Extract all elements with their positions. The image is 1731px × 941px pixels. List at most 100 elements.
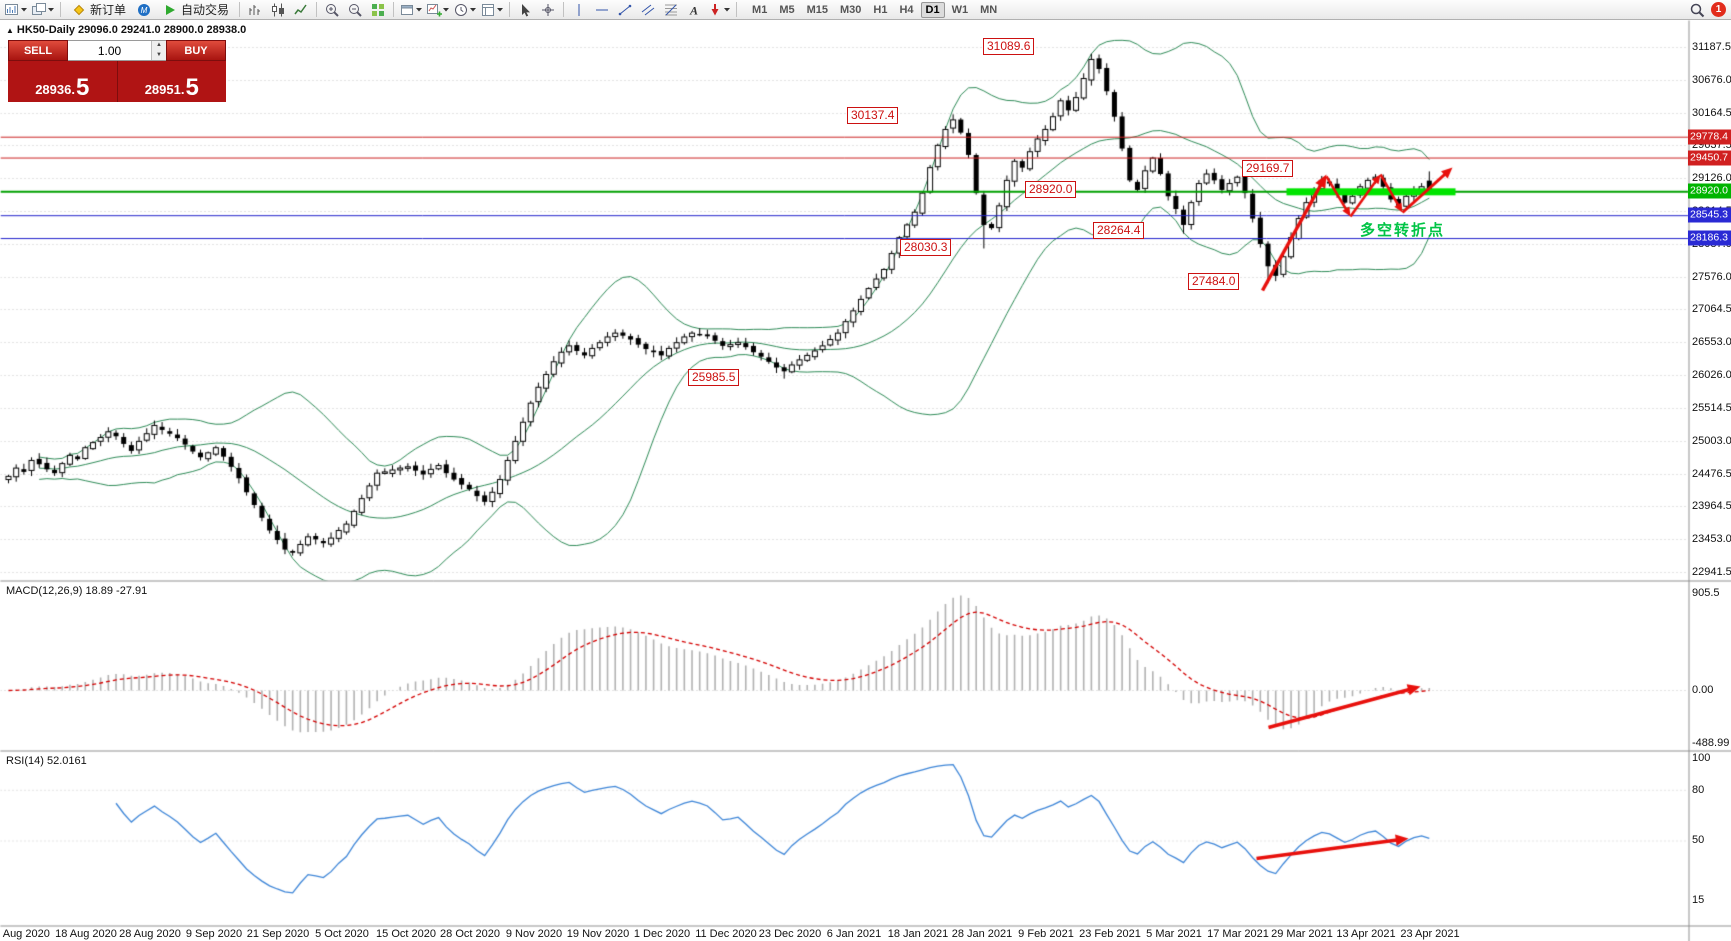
- macd-indicator-label: MACD(12,26,9) 18.89 -27.91: [6, 585, 148, 597]
- chevron-down-icon: [47, 2, 55, 18]
- chevron-down-icon: [415, 2, 423, 18]
- timeframe-button-m1[interactable]: M1: [752, 3, 768, 16]
- arrow-tool-button[interactable]: [706, 0, 732, 20]
- indicators-icon: [426, 2, 443, 18]
- price-annotation-label[interactable]: 28030.3: [900, 239, 952, 256]
- notification-badge[interactable]: 1: [1711, 2, 1726, 17]
- trendline-icon: [617, 2, 633, 18]
- line-chart-type-button[interactable]: [290, 0, 312, 20]
- sell-button[interactable]: SELL: [8, 40, 68, 61]
- buy-price[interactable]: 28951. 5: [117, 61, 226, 102]
- date-axis-label: 23 Apr 2021: [1400, 928, 1460, 940]
- date-axis-label: 21 Sep 2020: [246, 928, 310, 940]
- cursor-icon: [517, 2, 533, 18]
- sell-price[interactable]: 28936. 5: [8, 61, 118, 102]
- price-annotation-label[interactable]: 27484.0: [1188, 273, 1240, 290]
- clock-icon: [453, 2, 469, 18]
- date-axis-label: 28 Aug 2020: [119, 928, 181, 940]
- vertical-line-button[interactable]: [568, 0, 590, 20]
- text-tool-button[interactable]: A: [683, 0, 705, 20]
- text-tool-icon: A: [686, 2, 702, 18]
- axis-price-tag: 29778.4: [1688, 129, 1731, 145]
- timeframe-button-m30[interactable]: M30: [840, 3, 862, 16]
- date-axis-label: 23 Feb 2021: [1079, 928, 1141, 940]
- date-axis-label: 17 Mar 2021: [1207, 928, 1269, 940]
- periods-button[interactable]: [452, 0, 478, 20]
- collapse-triangle-icon[interactable]: ▲: [6, 26, 14, 35]
- timeframe-button-w1[interactable]: W1: [951, 3, 969, 16]
- chevron-down-icon: [496, 2, 504, 18]
- axis-price-tag: 28545.3: [1688, 207, 1731, 223]
- toolbar-separator: [563, 2, 565, 17]
- zoom-out-button[interactable]: [344, 0, 366, 20]
- horizontal-line-button[interactable]: [591, 0, 613, 20]
- volume-stepper: ▲ ▼: [151, 41, 166, 60]
- toolbar-separator: [509, 2, 511, 17]
- auto-trading-button[interactable]: 自动交易: [156, 0, 235, 20]
- date-axis-label: 5 Aug 2020: [0, 928, 50, 940]
- candle-chart-type-button[interactable]: [267, 0, 289, 20]
- date-axis-label: 28 Oct 2020: [440, 928, 500, 940]
- bar-chart-type-button[interactable]: [244, 0, 266, 20]
- price-axis-label: 30164.5: [1692, 106, 1731, 119]
- indicators-button[interactable]: [425, 0, 451, 20]
- trendline-button[interactable]: [614, 0, 636, 20]
- timeframe-button-h1[interactable]: H1: [873, 3, 888, 16]
- tile-windows-button[interactable]: [367, 0, 389, 20]
- profiles-icon: [31, 2, 47, 18]
- timeframe-button-d1[interactable]: D1: [920, 1, 945, 18]
- new-order-label: 新订单: [90, 3, 127, 17]
- timeframe-button-h4[interactable]: H4: [899, 3, 914, 16]
- volume-down-icon[interactable]: ▼: [152, 50, 166, 60]
- price-annotation-label[interactable]: 30137.4: [847, 107, 899, 124]
- price-axis-label: 26553.0: [1692, 336, 1731, 349]
- new-chart-button[interactable]: [3, 0, 29, 20]
- community-button[interactable]: M: [133, 0, 155, 20]
- crosshair-button[interactable]: [537, 0, 559, 20]
- fibonacci-button[interactable]: [660, 0, 682, 20]
- cursor-button[interactable]: [514, 0, 536, 20]
- toolbar-separator: [60, 2, 61, 17]
- new-window-button[interactable]: [398, 0, 424, 20]
- window-icon: [399, 2, 415, 18]
- price-axis-label: 29126.0: [1692, 172, 1731, 185]
- zoom-in-button[interactable]: [321, 0, 343, 20]
- price-axis-label: 22941.5: [1692, 565, 1731, 578]
- channel-button[interactable]: [637, 0, 659, 20]
- templates-button[interactable]: [479, 0, 505, 20]
- new-order-button[interactable]: 新订单: [65, 0, 132, 20]
- candlestick-icon: [270, 2, 286, 18]
- buy-button[interactable]: BUY: [166, 40, 226, 61]
- price-annotation-label[interactable]: 29169.7: [1242, 160, 1294, 177]
- svg-text:M: M: [141, 6, 148, 15]
- turning-point-note[interactable]: 多空转折点: [1360, 222, 1446, 239]
- date-axis-label: 9 Nov 2020: [505, 928, 563, 940]
- play-icon: [162, 2, 178, 18]
- arrow-tool-icon: [707, 2, 723, 18]
- date-axis-label: 1 Dec 2020: [633, 928, 691, 940]
- profiles-button[interactable]: [30, 0, 56, 20]
- date-axis-label: 28 Jan 2021: [951, 928, 1013, 940]
- date-axis-label: 18 Jan 2021: [887, 928, 949, 940]
- timeframe-button-m5[interactable]: M5: [779, 3, 795, 16]
- date-axis-label: 13 Apr 2021: [1336, 928, 1396, 940]
- timeframe-button-m15[interactable]: M15: [806, 3, 828, 16]
- bar-chart-icon: [247, 2, 263, 18]
- price-annotation-label[interactable]: 28264.4: [1093, 222, 1145, 239]
- price-annotation-label[interactable]: 28920.0: [1025, 181, 1077, 198]
- timeframe-toolbar: M1 M5 M15 M30 H1 H4 D1 W1 MN: [747, 1, 1002, 18]
- vertical-line-icon: [571, 2, 587, 18]
- timeframe-button-mn[interactable]: MN: [980, 3, 998, 16]
- date-axis-label: 15 Oct 2020: [376, 928, 436, 940]
- price-annotation-label[interactable]: 31089.6: [983, 38, 1035, 55]
- volume-input[interactable]: [68, 41, 151, 60]
- rsi-axis-label: 80: [1692, 784, 1705, 796]
- search-button[interactable]: [1686, 0, 1708, 20]
- buy-price-main: 28951.: [144, 82, 185, 97]
- rsi-indicator-label: RSI(14) 52.0161: [6, 755, 87, 767]
- volume-up-icon[interactable]: ▲: [152, 41, 166, 51]
- axis-price-tag: 28186.3: [1688, 230, 1731, 246]
- price-annotation-label[interactable]: 25985.5: [688, 369, 740, 386]
